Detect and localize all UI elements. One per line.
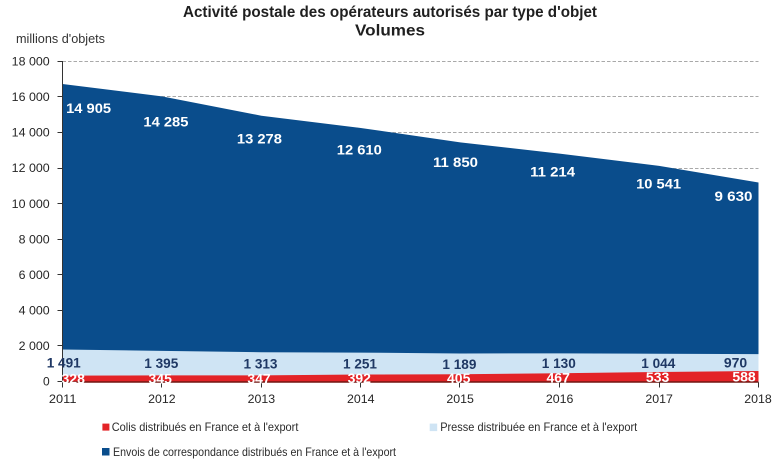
svg-text:1 491: 1 491 [47,355,81,371]
svg-text:2014: 2014 [347,392,375,406]
svg-text:2018: 2018 [744,392,772,406]
svg-text:467: 467 [547,369,571,385]
svg-text:Colis distribués en France et: Colis distribués en France et à l'export [112,420,299,434]
svg-text:Volumes: Volumes [355,23,425,40]
svg-text:2013: 2013 [248,392,276,406]
svg-text:2012: 2012 [148,392,176,406]
svg-text:8 000: 8 000 [19,232,50,246]
svg-text:4 000: 4 000 [19,304,50,318]
svg-text:9 630: 9 630 [715,188,753,204]
svg-text:970: 970 [724,355,748,371]
svg-text:392: 392 [348,370,372,386]
svg-text:588: 588 [732,368,756,384]
svg-text:1 395: 1 395 [144,355,178,371]
svg-text:14 285: 14 285 [143,113,188,129]
svg-text:1 130: 1 130 [542,355,576,371]
svg-text:6 000: 6 000 [19,268,50,282]
svg-text:10 541: 10 541 [636,176,681,192]
svg-text:millions d'objets: millions d'objets [16,31,105,46]
svg-text:2 000: 2 000 [19,339,50,353]
svg-text:Activité postale des opérateur: Activité postale des opérateurs autorisé… [183,4,598,21]
svg-text:2015: 2015 [446,392,474,406]
svg-text:11 850: 11 850 [433,154,478,170]
svg-text:18 000: 18 000 [12,55,50,69]
svg-text:Envois de correspondance distr: Envois de correspondance distribués en F… [113,445,397,459]
svg-text:13 278: 13 278 [237,130,282,146]
svg-text:2016: 2016 [546,392,574,406]
svg-text:Presse distribuée en France et: Presse distribuée en France et à l'expor… [440,420,638,434]
svg-text:11 214: 11 214 [530,163,575,179]
svg-text:10 000: 10 000 [12,197,50,211]
svg-text:2017: 2017 [645,392,673,406]
svg-text:0: 0 [43,375,50,389]
svg-text:1 044: 1 044 [641,355,675,371]
svg-text:14 000: 14 000 [12,126,50,140]
svg-text:1 313: 1 313 [244,356,278,372]
svg-text:347: 347 [247,371,271,387]
svg-text:1 189: 1 189 [442,356,476,372]
svg-text:345: 345 [149,371,173,387]
svg-text:533: 533 [646,369,670,385]
svg-text:12 000: 12 000 [12,161,50,175]
svg-text:1 251: 1 251 [343,356,377,372]
svg-text:12 610: 12 610 [337,142,382,158]
svg-text:16 000: 16 000 [12,90,50,104]
svg-text:405: 405 [447,370,471,386]
svg-text:328: 328 [62,371,86,387]
svg-text:2011: 2011 [49,392,77,406]
svg-text:14 905: 14 905 [66,100,111,116]
